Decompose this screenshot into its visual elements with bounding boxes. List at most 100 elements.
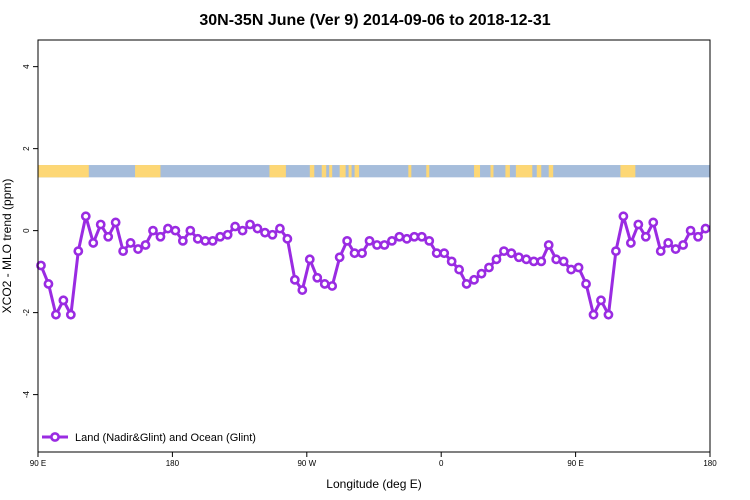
data-point — [573, 262, 584, 273]
data-point — [88, 238, 99, 248]
data-point — [357, 248, 367, 259]
data-point — [685, 225, 696, 236]
data-point — [334, 252, 345, 263]
data-point — [543, 240, 554, 250]
data-point — [491, 254, 502, 265]
data-point — [469, 274, 479, 285]
data-point — [43, 279, 54, 289]
x-tick-label: 90 E — [567, 459, 583, 468]
data-point — [185, 225, 196, 236]
land-segment — [515, 165, 533, 178]
data-point — [484, 262, 494, 273]
data-point — [364, 235, 375, 246]
data-point — [499, 246, 509, 257]
data-point — [36, 260, 46, 271]
land-segment — [135, 165, 161, 178]
y-axis: 4 2 0 -2 -4 — [22, 64, 38, 398]
data-point — [401, 233, 412, 244]
data-point — [506, 248, 517, 259]
data-point — [670, 244, 681, 254]
data-point — [103, 231, 114, 242]
data-point — [648, 217, 659, 228]
data-point — [51, 309, 61, 320]
data-point — [513, 252, 524, 263]
data-point — [588, 309, 599, 320]
data-point — [222, 229, 233, 240]
data-point — [170, 225, 181, 236]
y-tick-label: -4 — [22, 391, 31, 399]
data-point — [297, 285, 308, 295]
data-point — [640, 231, 651, 242]
data-point — [282, 233, 293, 244]
land-segment — [354, 165, 360, 178]
land-segment — [536, 165, 542, 178]
data-point — [80, 211, 91, 222]
data-point — [349, 248, 360, 259]
data-point — [618, 211, 629, 222]
y-axis-label: XCO2 - MLO trend (ppm) — [0, 179, 14, 314]
land-segment — [474, 165, 481, 178]
data-point — [633, 219, 644, 230]
data-point — [528, 256, 539, 267]
data-point — [566, 264, 577, 275]
data-point — [245, 219, 255, 230]
land-segment — [620, 165, 636, 178]
land-segment — [269, 165, 286, 178]
data-point — [200, 235, 211, 246]
data-point — [693, 231, 703, 242]
data-point — [230, 221, 241, 232]
data-point — [558, 256, 569, 267]
x-tick-label: 90 W — [297, 459, 316, 468]
land-segment — [505, 165, 510, 178]
data-point — [140, 240, 151, 250]
data-point — [275, 223, 285, 234]
data-point — [655, 246, 666, 257]
data-point — [192, 233, 203, 244]
data-point — [439, 248, 450, 259]
data-point — [409, 231, 420, 242]
data-point — [678, 240, 689, 250]
data-point — [73, 246, 84, 257]
data-point — [372, 240, 382, 250]
x-tick-label: 90 E — [30, 459, 46, 468]
data-point — [431, 248, 442, 259]
data-point — [663, 238, 674, 248]
legend: Land (Nadir&Glint) and Ocean (Glint) — [42, 432, 256, 444]
data-point — [237, 225, 248, 236]
data-point — [611, 246, 621, 257]
data-point — [551, 254, 562, 265]
data-point — [319, 279, 330, 289]
data-point — [133, 244, 143, 254]
chart-title: 30N-35N June (Ver 9) 2014-09-06 to 2018-… — [199, 12, 550, 29]
data-point — [536, 256, 547, 267]
data-point — [461, 279, 472, 289]
y-tick-label: 0 — [22, 228, 31, 233]
land-segment — [329, 165, 333, 178]
data-point — [416, 231, 427, 242]
y-tick-label: 2 — [22, 146, 31, 151]
data-point — [267, 229, 278, 240]
x-axis: 90 E 180 90 W 0 90 E 180 — [30, 452, 717, 468]
data-point — [252, 223, 263, 234]
data-point — [476, 268, 487, 279]
data-point — [342, 235, 353, 246]
land-segment — [321, 165, 327, 178]
data-point — [289, 274, 300, 285]
x-tick-label: 0 — [439, 459, 444, 468]
data-point — [118, 246, 129, 257]
y-tick-label: 4 — [22, 64, 31, 69]
data-point — [387, 235, 397, 246]
data-point — [163, 223, 173, 234]
data-point — [596, 295, 606, 306]
data-point — [148, 225, 158, 236]
land-segment — [38, 165, 89, 178]
data-point — [215, 231, 226, 242]
land-segment — [348, 165, 352, 178]
data-point — [581, 279, 591, 289]
data-point — [58, 295, 69, 306]
series-layer — [36, 211, 711, 320]
data-point — [312, 272, 323, 283]
data-point — [446, 256, 457, 267]
x-tick-label: 180 — [166, 459, 180, 468]
x-axis-label: Longitude (deg E) — [326, 477, 421, 491]
